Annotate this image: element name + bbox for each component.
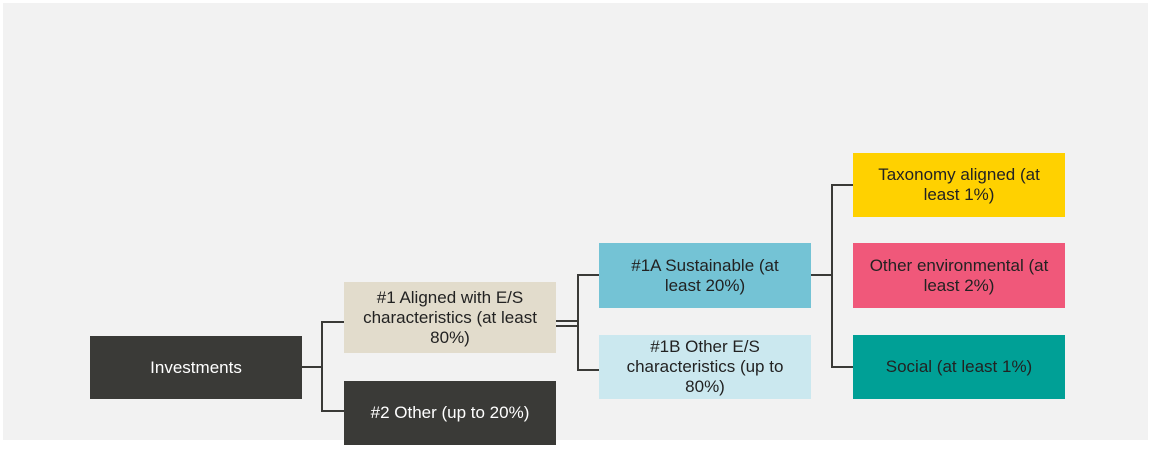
node-taxonomy: Taxonomy aligned (at least 1%) (853, 153, 1065, 217)
node-social: Social (at least 1%) (853, 335, 1065, 399)
node-sustainable: #1A Sustainable (at least 20%) (599, 243, 811, 308)
node-investments: Investments (90, 336, 302, 399)
node-environmental: Other environmental (at least 2%) (853, 243, 1065, 308)
node-other: #2 Other (up to 20%) (344, 381, 556, 445)
node-other-es: #1B Other E/S characteristics (up to 80%… (599, 335, 811, 399)
node-aligned: #1 Aligned with E/S characteristics (at … (344, 282, 556, 353)
